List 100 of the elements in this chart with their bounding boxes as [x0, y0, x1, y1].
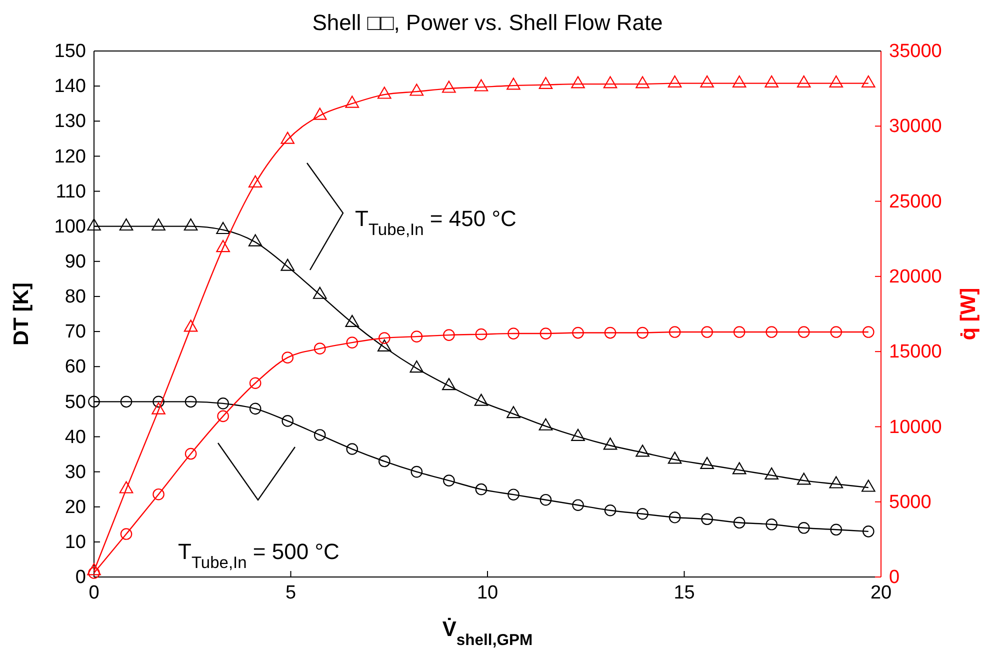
point	[442, 80, 456, 93]
y2-tick-label: 25000	[889, 191, 942, 212]
point	[796, 75, 811, 88]
point	[152, 218, 166, 231]
point	[668, 75, 682, 88]
point	[506, 78, 520, 90]
point	[733, 326, 746, 338]
point	[603, 76, 618, 88]
point	[377, 339, 392, 352]
point	[216, 222, 230, 234]
point	[280, 258, 295, 271]
point	[701, 513, 713, 526]
annotation: T$_{Tube,In}$ = 450 °C	[355, 206, 516, 239]
point	[475, 483, 488, 496]
point	[280, 132, 295, 144]
point	[248, 175, 262, 188]
point	[829, 75, 844, 88]
y-tick-label: 150	[54, 41, 86, 62]
point	[184, 448, 197, 460]
point	[668, 326, 681, 338]
x-tick-label: 10	[476, 582, 498, 604]
y-tick-label: 140	[54, 76, 86, 98]
point	[700, 456, 714, 470]
point	[636, 508, 648, 520]
point	[378, 455, 390, 468]
point	[184, 218, 198, 231]
y2-tick-label: 5000	[889, 492, 932, 513]
point	[571, 76, 585, 88]
point	[378, 332, 390, 344]
point	[733, 516, 746, 529]
y-tick-label: 30	[64, 462, 86, 483]
point	[474, 79, 488, 92]
point	[346, 443, 358, 455]
point	[314, 342, 326, 354]
point	[184, 320, 198, 332]
point	[475, 328, 488, 340]
point	[732, 462, 746, 474]
point	[604, 504, 616, 516]
y-tick-label: 80	[64, 286, 86, 308]
point	[443, 329, 455, 341]
point	[249, 377, 262, 390]
point	[636, 76, 650, 88]
point	[636, 444, 650, 457]
y2-tick-label: 15000	[889, 342, 942, 363]
point	[410, 360, 424, 373]
y-tick-label: 110	[56, 181, 86, 202]
point	[732, 75, 746, 88]
point	[88, 567, 100, 579]
y-tick-label: 100	[54, 216, 86, 238]
point	[120, 396, 132, 408]
point	[217, 410, 229, 422]
point	[443, 474, 455, 486]
y-tick-label: 50	[64, 392, 86, 413]
point	[700, 75, 714, 88]
point	[764, 75, 779, 88]
y-tick-label: 40	[64, 426, 86, 448]
point	[572, 326, 584, 339]
y2-tick-label: 10000	[889, 416, 942, 438]
x-tick-label: 15	[674, 582, 695, 604]
point	[766, 518, 778, 530]
point	[862, 326, 874, 338]
y2-tick-label: 20000	[889, 266, 942, 288]
point	[766, 326, 778, 338]
point	[184, 396, 197, 408]
point	[345, 96, 360, 108]
y-tick-label: 0	[75, 567, 86, 588]
point	[152, 396, 164, 408]
point	[798, 326, 810, 338]
point	[830, 524, 842, 536]
point	[862, 526, 874, 538]
x-tick-label: 5	[285, 582, 296, 604]
y-tick-label: 120	[54, 146, 86, 168]
point	[603, 438, 618, 450]
point	[701, 326, 713, 338]
x-tick-label: 0	[88, 582, 100, 604]
y2-axis-title: q̇ [W]	[957, 288, 980, 340]
chart-title: Shell □□, Power vs. Shell Flow Rate	[312, 10, 663, 35]
point	[119, 218, 134, 231]
y-tick-label: 20	[64, 496, 86, 518]
point	[282, 352, 294, 364]
y2-tick-label: 35000	[889, 41, 942, 62]
point	[314, 429, 326, 441]
y-axis-title: DT [K]	[10, 282, 33, 346]
point	[604, 326, 616, 339]
point	[410, 330, 423, 342]
point	[668, 511, 681, 524]
point	[540, 494, 552, 506]
point	[410, 84, 424, 96]
point	[410, 466, 423, 478]
point	[152, 488, 164, 500]
point	[506, 406, 520, 418]
y-tick-label: 10	[64, 532, 86, 554]
y-tick-label: 130	[54, 111, 86, 132]
point	[508, 488, 520, 500]
point	[345, 314, 360, 327]
point	[312, 286, 327, 299]
x-axis-title: V̇$_{shell,GPM}$	[442, 617, 533, 648]
point	[829, 476, 844, 488]
x-tick-label: 20	[870, 582, 892, 604]
point	[764, 467, 779, 480]
